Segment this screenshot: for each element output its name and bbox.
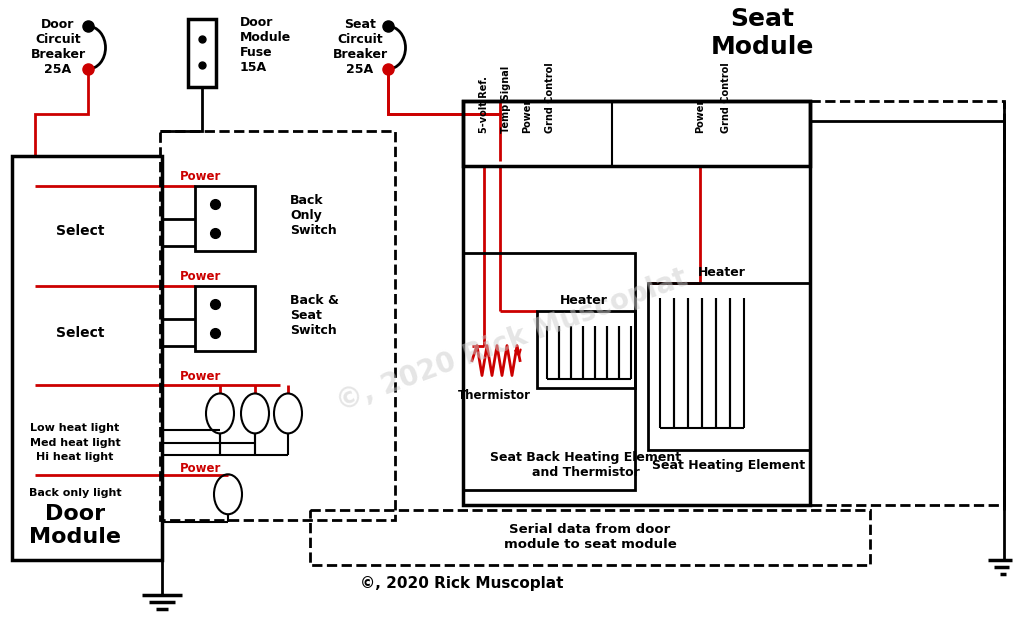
- Text: Hi heat light: Hi heat light: [36, 453, 114, 462]
- Bar: [12, 156, 162, 560]
- Text: Power: Power: [180, 370, 221, 383]
- Bar: [463, 101, 810, 166]
- Text: Temp Signal: Temp Signal: [501, 66, 511, 133]
- Bar: [195, 285, 255, 351]
- Text: Serial data from door
module to seat module: Serial data from door module to seat mod…: [504, 523, 677, 551]
- Text: Power: Power: [180, 462, 221, 475]
- Text: 5-volt Ref.: 5-volt Ref.: [479, 76, 489, 133]
- Text: Select: Select: [55, 224, 104, 238]
- Text: Seat
Circuit
Breaker
25A: Seat Circuit Breaker 25A: [333, 18, 387, 76]
- Text: Heater: Heater: [698, 266, 745, 279]
- Text: Power: Power: [180, 270, 221, 283]
- Text: Thermistor: Thermistor: [458, 389, 530, 402]
- Bar: [648, 283, 810, 450]
- Text: ©, 2020 Rick Muscoplat: ©, 2020 Rick Muscoplat: [333, 264, 691, 417]
- Text: Med heat light: Med heat light: [30, 439, 121, 448]
- Bar: [463, 253, 635, 491]
- Text: Grnd Control: Grnd Control: [545, 62, 555, 133]
- Text: Grnd Control: Grnd Control: [721, 62, 731, 133]
- Bar: [310, 510, 870, 565]
- Bar: [195, 186, 255, 251]
- Text: Heater: Heater: [560, 294, 608, 307]
- Bar: [810, 101, 1004, 505]
- Text: Door
Module: Door Module: [29, 504, 121, 547]
- Text: Back
Only
Switch: Back Only Switch: [290, 194, 337, 237]
- Text: Power: Power: [522, 99, 532, 133]
- Text: Seat Heating Element: Seat Heating Element: [652, 459, 806, 472]
- Text: Back &
Seat
Switch: Back & Seat Switch: [290, 294, 339, 337]
- Text: Low heat light: Low heat light: [31, 423, 120, 434]
- Bar: [160, 131, 395, 520]
- Text: Power: Power: [695, 99, 705, 133]
- Text: Select: Select: [55, 325, 104, 339]
- Text: Power: Power: [180, 170, 221, 184]
- Text: Back only light: Back only light: [29, 488, 121, 498]
- Text: ©, 2020 Rick Muscoplat: ©, 2020 Rick Muscoplat: [360, 575, 563, 591]
- Text: Door
Module
Fuse
15A: Door Module Fuse 15A: [240, 16, 291, 74]
- Text: Seat Back Heating Element
and Thermistor: Seat Back Heating Element and Thermistor: [490, 451, 682, 479]
- Bar: [463, 101, 810, 505]
- Bar: [188, 19, 216, 87]
- Text: Seat
Module: Seat Module: [711, 8, 814, 59]
- Text: Door
Circuit
Breaker
25A: Door Circuit Breaker 25A: [31, 18, 86, 76]
- Bar: [537, 311, 635, 389]
